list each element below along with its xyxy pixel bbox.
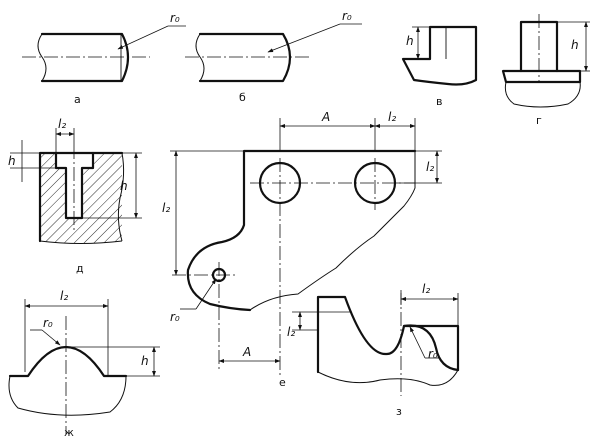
figure-a-radius-leader — [117, 25, 169, 50]
figure-e-A-label-top: A — [321, 110, 330, 124]
figure-zh-outline — [8, 346, 128, 378]
figure-v-outline — [401, 25, 478, 86]
figure-g-height-label: h — [571, 38, 579, 52]
figure-e-caption: е — [279, 376, 286, 389]
figure-e-outline — [186, 149, 417, 312]
figure-z: l₂ l₂ r₀ з — [287, 282, 460, 418]
figure-z-radius-label: r₀ — [428, 347, 438, 361]
figure-b-radius-label: r₀ — [342, 9, 352, 23]
figure-z-l2-label-top: l₂ — [422, 282, 430, 296]
figure-a-outline — [40, 32, 130, 83]
figure-z-notch — [402, 324, 460, 372]
figure-g-caption: г — [536, 114, 542, 127]
figure-zh: l₂ h r₀ ж — [8, 289, 160, 439]
figure-zh-caption: ж — [64, 426, 74, 439]
figure-z-caption: з — [396, 405, 402, 418]
figure-d-h2-label: h — [120, 179, 128, 193]
figure-z-radius-leader — [409, 326, 426, 359]
figure-g-base-break — [504, 81, 581, 108]
figure-d-hatched-body — [40, 153, 122, 244]
figure-b-caption: б — [239, 91, 246, 104]
figure-e-l2-label-top: l₂ — [388, 110, 396, 124]
figure-a-caption: а — [74, 93, 81, 106]
figure-g: h г — [501, 14, 590, 127]
figure-z-l2-label-left: l₂ — [287, 325, 295, 339]
figure-e-l2-label-left: l₂ — [162, 201, 170, 215]
figure-e-radius-leader — [195, 278, 217, 310]
figure-zh-h-label: h — [141, 354, 149, 368]
figure-e: A l₂ l₂ l₂ r₀ A е — [162, 110, 442, 389]
figure-d-h1-label: h — [8, 154, 16, 168]
figure-b: r₀ б — [185, 9, 362, 104]
figure-zh-radius-leader — [41, 329, 61, 346]
figure-b-break — [195, 33, 205, 82]
figure-e-radius-label: r₀ — [170, 310, 180, 324]
figure-z-outline — [316, 295, 460, 374]
figure-d-right-break — [117, 152, 125, 242]
figure-b-radius-leader — [267, 23, 341, 53]
figure-zh-break — [8, 375, 127, 416]
figure-v-height-label: h — [406, 34, 414, 48]
figure-zh-l2-label: l₂ — [60, 289, 68, 303]
figure-d: l₂ h h д — [8, 117, 142, 275]
figure-a-break — [37, 33, 47, 82]
figure-e-A-label-bottom: A — [242, 345, 251, 359]
figure-e-break — [249, 151, 416, 311]
figure-v-caption: в — [436, 95, 442, 108]
figure-d-caption: д — [76, 262, 84, 275]
figure-d-bottom-break — [39, 240, 123, 244]
figure-b-outline — [198, 32, 292, 83]
figure-v: h в — [401, 25, 478, 108]
figure-g-base — [501, 69, 582, 84]
figure-a: r₀ а — [22, 11, 186, 106]
figure-z-break — [317, 369, 459, 386]
figure-e-l2-label-right: l₂ — [426, 160, 434, 174]
figure-zh-radius-label: r₀ — [43, 316, 53, 330]
figure-a-radius-label: r₀ — [170, 11, 180, 25]
figure-d-l2-label: l₂ — [58, 117, 66, 131]
